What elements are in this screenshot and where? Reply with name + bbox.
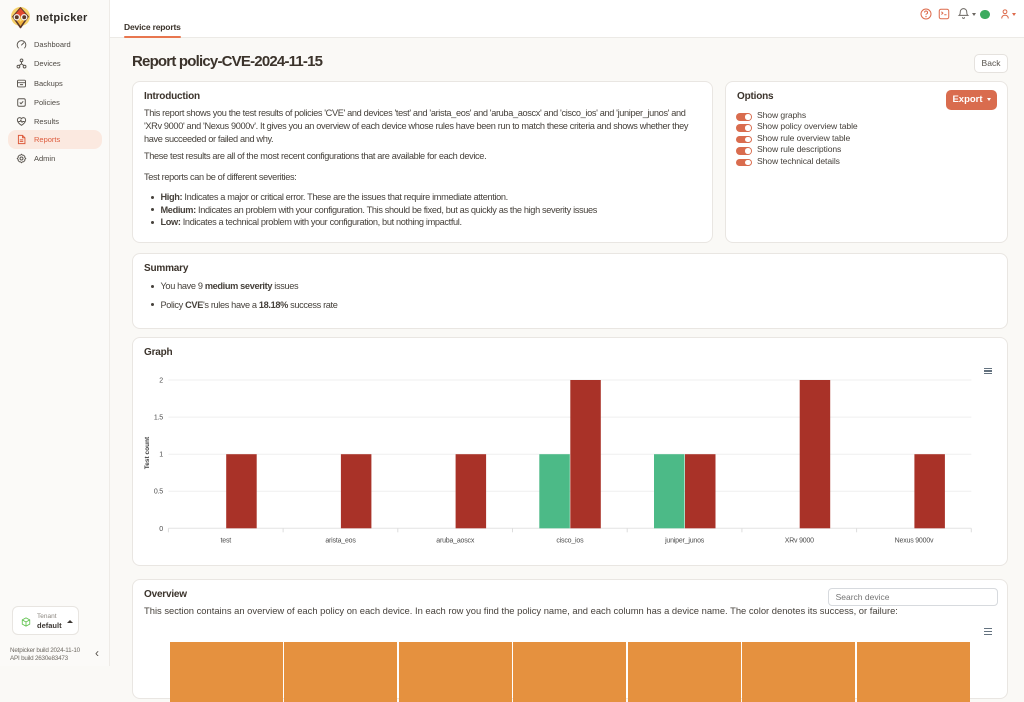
svg-text:0.5: 0.5 bbox=[154, 489, 163, 496]
svg-text:Nexus 9000v: Nexus 9000v bbox=[895, 538, 934, 545]
svg-text:aruba_aoscx: aruba_aoscx bbox=[436, 538, 475, 545]
svg-text:Test count: Test count bbox=[144, 436, 151, 469]
svg-text:cisco_ios: cisco_ios bbox=[556, 538, 584, 545]
svg-text:1.5: 1.5 bbox=[154, 415, 163, 422]
svg-text:1: 1 bbox=[159, 452, 163, 459]
svg-text:2: 2 bbox=[159, 378, 163, 385]
svg-text:0: 0 bbox=[159, 526, 163, 533]
svg-text:juniper_junos: juniper_junos bbox=[664, 538, 705, 545]
svg-text:test: test bbox=[221, 538, 232, 545]
svg-text:XRv 9000: XRv 9000 bbox=[785, 538, 814, 545]
svg-text:arista_eos: arista_eos bbox=[325, 538, 356, 545]
